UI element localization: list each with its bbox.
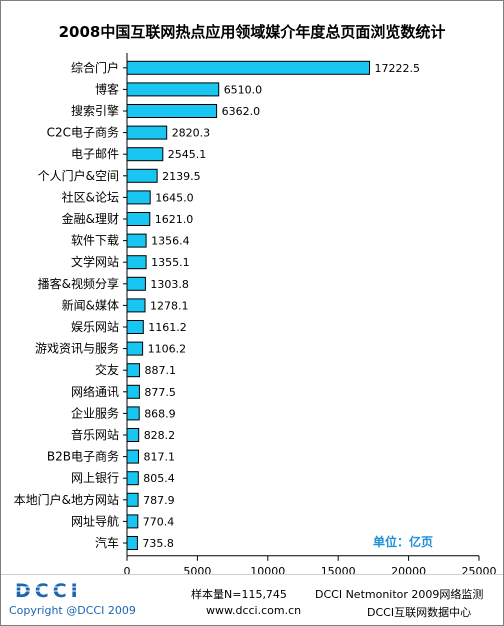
category-label: 游戏资讯与服务 <box>35 341 119 356</box>
bar-18 <box>126 449 139 464</box>
value-label: 787.9 <box>143 494 175 507</box>
value-label: 868.9 <box>144 407 176 420</box>
value-label: 817.1 <box>144 451 176 464</box>
bar-8 <box>126 233 147 248</box>
bar-9 <box>126 255 147 270</box>
category-label: 个人门户&空间 <box>38 168 119 183</box>
bar-0 <box>126 60 370 75</box>
category-label: 软件下载 <box>71 234 119 248</box>
value-label: 1278.1 <box>150 299 189 312</box>
category-label: 电子邮件 <box>71 147 119 161</box>
value-label: 2820.3 <box>172 127 211 140</box>
monitor-source: DCCI Netmonitor 2009网络监测 <box>315 588 484 601</box>
bar-10 <box>126 276 146 291</box>
x-tick-label: 5000 <box>183 565 211 578</box>
bar-2 <box>126 104 218 118</box>
category-label: 播客&视频分享 <box>38 276 119 291</box>
value-label: 1621.0 <box>155 213 194 226</box>
bar-11 <box>126 298 146 313</box>
category-label: 本地门户&地方网站 <box>14 492 119 507</box>
category-label: B2B电子商务 <box>47 449 119 464</box>
bar-5 <box>126 168 158 183</box>
category-label: 文学网站 <box>71 254 119 269</box>
bar-16 <box>126 406 140 421</box>
value-label: 1645.0 <box>155 191 194 204</box>
x-tick-label: 15000 <box>321 565 356 578</box>
dcci-logo: DCCI <box>13 579 93 601</box>
category-label: 交友 <box>95 362 119 377</box>
category-label: 汽车 <box>95 535 119 550</box>
bar-15 <box>126 384 140 399</box>
bar-14 <box>126 363 140 378</box>
category-label: 网址导航 <box>71 513 119 528</box>
sample-size: 样本量N=115,745 <box>191 588 287 601</box>
bar-13 <box>126 341 144 356</box>
value-label: 735.8 <box>142 537 174 550</box>
copyright-text: Copyright @DCCI 2009 <box>9 604 136 617</box>
website-url: www.dcci.com.cn <box>206 604 302 617</box>
value-label: 770.4 <box>143 515 175 528</box>
value-label: 1106.2 <box>148 343 187 356</box>
value-label: 877.5 <box>144 386 176 399</box>
category-label: C2C电子商务 <box>47 125 119 140</box>
footer-divider <box>1 574 503 575</box>
value-label: 1303.8 <box>150 278 189 291</box>
value-label: 17222.5 <box>375 62 421 75</box>
category-label: 社区&论坛 <box>62 189 119 204</box>
bar-17 <box>126 428 140 442</box>
chart-title: 2008中国互联网热点应用领域媒介年度总页面浏览数统计 <box>58 23 446 41</box>
value-label: 2545.1 <box>168 148 207 161</box>
category-label: 金融&理财 <box>62 211 119 226</box>
category-label: 新闻&媒体 <box>62 297 119 312</box>
data-center-name: DCCI互联网数据中心 <box>367 606 472 619</box>
category-label: 网络通讯 <box>71 384 119 399</box>
value-label: 805.4 <box>143 472 175 485</box>
bar-22 <box>126 536 138 550</box>
bar-21 <box>126 514 139 529</box>
value-label: 1161.2 <box>148 321 187 334</box>
x-tick-label: 10000 <box>250 565 285 578</box>
bar-chart: 综合门户 17222.5 博客 6510.0 搜索引擎 6362.0 C2C电子商务 2820… <box>14 53 497 578</box>
category-label: 企业服务 <box>71 405 119 420</box>
category-label: 搜索引擎 <box>71 103 119 118</box>
bar-20 <box>126 492 139 507</box>
bar-12 <box>126 320 144 334</box>
category-label: 网上银行 <box>71 471 119 485</box>
bar-3 <box>126 125 168 140</box>
value-label: 6362.0 <box>222 105 261 118</box>
value-label: 1355.1 <box>151 256 190 269</box>
value-label: 828.2 <box>144 429 176 442</box>
category-label: 综合门户 <box>71 60 119 75</box>
unit-label: 单位：亿页 <box>373 535 434 549</box>
category-label: 音乐网站 <box>71 427 119 442</box>
value-label: 1356.4 <box>151 235 190 248</box>
value-label: 887.1 <box>145 364 177 377</box>
value-label: 2139.5 <box>162 170 201 183</box>
x-tick-label: 25000 <box>462 565 497 578</box>
bar-7 <box>126 212 151 226</box>
category-label: 博客 <box>95 81 119 96</box>
bar-19 <box>126 471 139 486</box>
category-label: 娱乐网站 <box>71 320 119 334</box>
bar-4 <box>126 147 164 162</box>
bar-1 <box>126 82 220 97</box>
value-label: 6510.0 <box>224 83 263 96</box>
bar-6 <box>126 190 151 205</box>
x-tick-label: 20000 <box>391 565 426 578</box>
x-tick-label: 0 <box>124 565 131 578</box>
